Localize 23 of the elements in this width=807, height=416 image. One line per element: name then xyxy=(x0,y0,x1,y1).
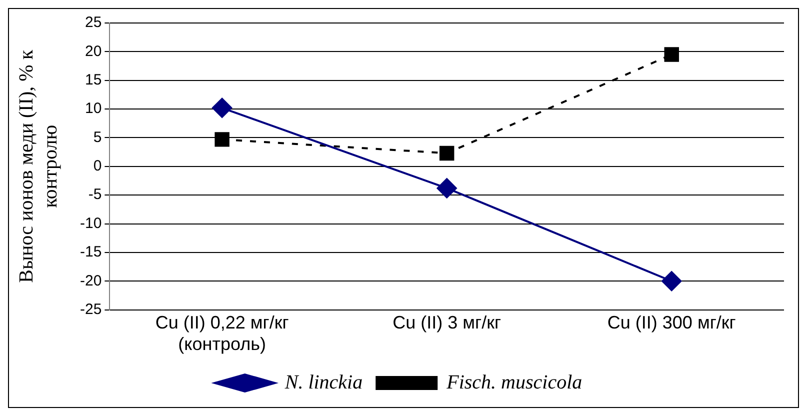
point xyxy=(212,98,232,118)
point xyxy=(664,47,679,62)
y-tick-label: -20 xyxy=(80,272,102,290)
point xyxy=(662,271,682,292)
point xyxy=(439,146,454,161)
point xyxy=(214,132,230,147)
legend-label: N. linckia xyxy=(284,371,363,394)
y-tick-label: 15 xyxy=(84,72,102,88)
y-tick-label: -15 xyxy=(80,244,102,261)
y-tick-label: 5 xyxy=(93,128,102,146)
legend-label: Fisch. muscicola xyxy=(446,371,582,394)
y-tick-label: 10 xyxy=(84,100,102,118)
y-tick-label: -25 xyxy=(80,300,102,318)
y-tick-label: -5 xyxy=(88,186,102,204)
point xyxy=(436,178,457,198)
y-axis-title: Вынос ионов меди (II), % к контролю xyxy=(15,50,62,283)
x-tick-label: Cu (II) 3 мг/кг xyxy=(392,312,502,333)
y-tick-label: 25 xyxy=(84,14,102,32)
y-tick-label: -10 xyxy=(80,214,102,232)
y-tick-label: 20 xyxy=(84,42,102,60)
x-tick-label: Cu (II) 0,22 мг/кг (контроль) xyxy=(155,312,290,354)
y-tick-label: 0 xyxy=(93,158,102,175)
x-tick-label: Cu (II) 300 мг/кг xyxy=(607,312,736,333)
